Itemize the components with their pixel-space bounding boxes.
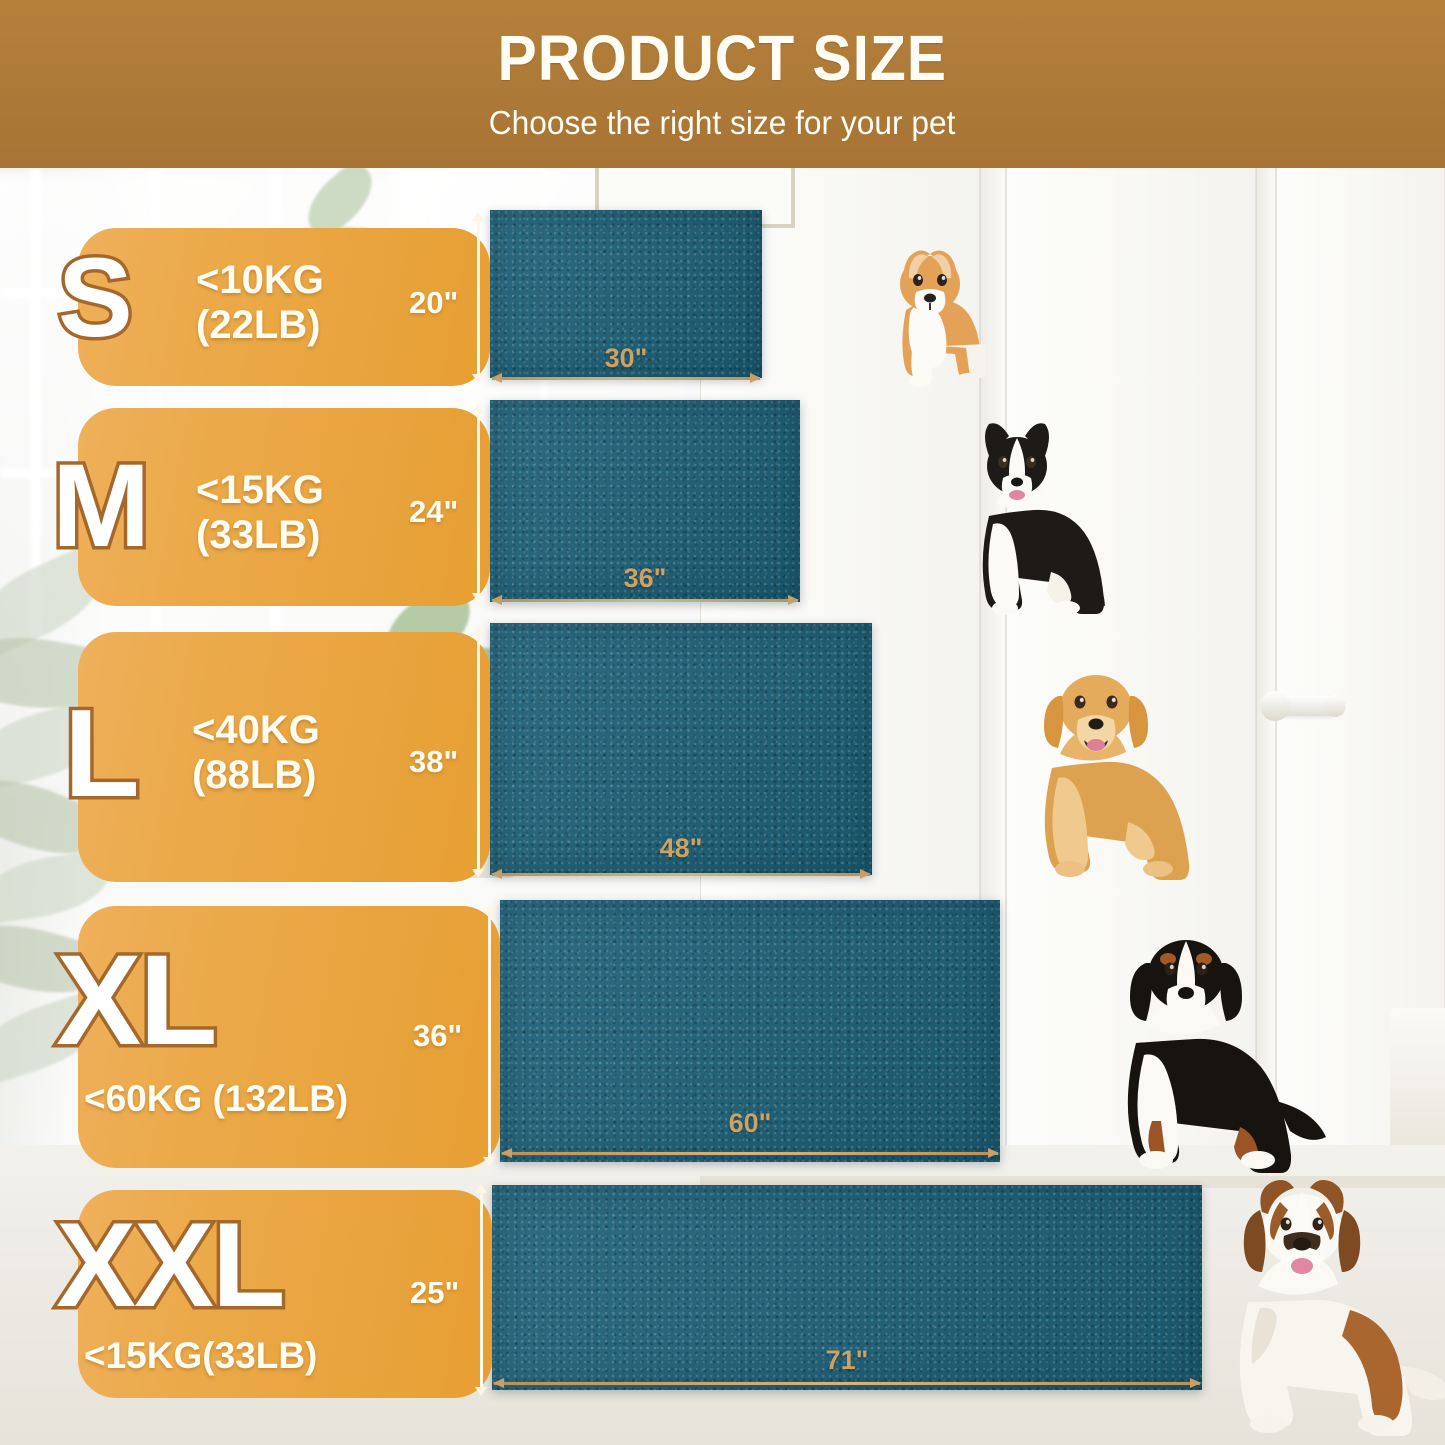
- height-arrow-s: [472, 212, 484, 383]
- height-label-m: 24": [409, 494, 459, 529]
- mat-rect-s: [490, 210, 762, 378]
- mat-rect-m: [490, 400, 800, 602]
- bernese-mountain-dog-icon: [1090, 915, 1330, 1175]
- size-letter-m: M: [48, 440, 153, 572]
- size-panel-s[interactable]: [78, 228, 490, 386]
- page-subtitle: Choose the right size for your pet: [489, 104, 956, 141]
- height-label-xl: 36": [413, 1018, 463, 1053]
- height-label-s: 20": [409, 285, 459, 320]
- size-letter-s: S: [55, 235, 137, 360]
- mat-width-arrow-s: [491, 373, 761, 383]
- corgi-icon: [876, 218, 986, 388]
- weight-label-m: <15KG (33LB): [196, 468, 324, 557]
- mat-width-arrow-m: [491, 595, 799, 605]
- weight-label-l: <40KG (88LB): [192, 708, 320, 797]
- mat-rect-l: [490, 623, 872, 875]
- size-letter-xxl: XXL: [52, 1198, 288, 1332]
- mat-rect-xxl: [492, 1185, 1202, 1390]
- door-knob-icon: [1260, 691, 1346, 721]
- height-label-xxl: 25": [410, 1275, 460, 1310]
- height-arrow-m: [472, 404, 484, 602]
- size-panel-l[interactable]: [78, 632, 490, 882]
- weight-label-xxl: <15KG(33LB): [84, 1335, 318, 1376]
- header-banner: PRODUCT SIZE Choose the right size for y…: [0, 0, 1445, 168]
- size-panel-m[interactable]: [78, 408, 490, 606]
- height-arrow-xxl: [475, 1184, 487, 1396]
- height-arrow-l: [472, 626, 484, 878]
- weight-label-s: <10KG (22LB): [196, 258, 324, 347]
- weight-label-xl: <60KG (132LB): [84, 1078, 349, 1119]
- saint-bernard-icon: [1200, 1170, 1445, 1440]
- size-letter-l: L: [61, 685, 144, 823]
- border-collie-icon: [945, 412, 1110, 617]
- size-panel-xl[interactable]: [78, 906, 500, 1168]
- mat-width-arrow-xxl: [493, 1378, 1201, 1388]
- height-arrow-xl: [483, 904, 495, 1166]
- page-title: PRODUCT SIZE: [497, 22, 948, 94]
- golden-retriever-icon: [1010, 650, 1210, 880]
- mat-width-arrow-xl: [501, 1148, 999, 1158]
- size-letter-xl: XL: [53, 929, 222, 1072]
- mat-width-arrow-l: [491, 869, 871, 879]
- height-label-l: 38": [409, 744, 459, 779]
- mat-rect-xl: [500, 900, 1000, 1162]
- size-panel-xxl[interactable]: [78, 1190, 492, 1398]
